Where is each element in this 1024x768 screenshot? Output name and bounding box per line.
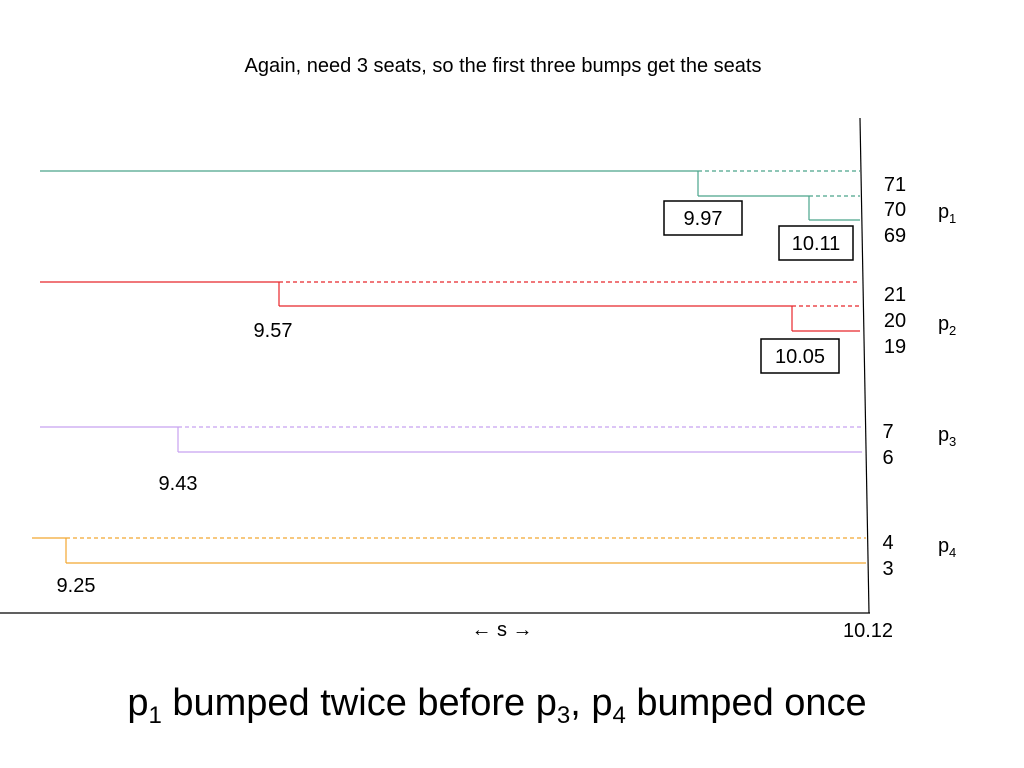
party-p2-bump-value-1: 9.57 [254, 320, 293, 342]
caption-party-p4: p [591, 682, 613, 724]
party-p1-bump-value-1: 9.97 [684, 208, 723, 230]
axis-end-label: 10.12 [843, 620, 893, 642]
caption-party-p1: p [127, 682, 149, 724]
caption-party-p3: p [535, 682, 557, 724]
party-p1-bump-value-2: 10.11 [792, 233, 841, 255]
party-p2-seat-count-2: 20 [884, 310, 906, 332]
vertical-axis [859, 117, 870, 614]
party-p3-name-subscript: 3 [949, 434, 956, 449]
party-p3-seat-count-1: 7 [882, 421, 893, 443]
party-p1-seat-count-2: 70 [884, 199, 906, 221]
party-p1-seat-count-3: 69 [884, 225, 906, 247]
caption-party-p4-subscript: 4 [612, 702, 626, 729]
caption-text-3: bumped once [625, 682, 867, 724]
party-p3-name: p [938, 424, 949, 446]
slide-caption: p1 bumped twice before p3, p4 bumped onc… [0, 682, 994, 730]
party-p1-bump-box-1 [663, 200, 743, 236]
party-p4-name: p [938, 535, 949, 557]
party-p1-seat-count-1: 71 [884, 174, 906, 196]
caption-party-p1-subscript: 1 [148, 702, 162, 729]
party-p2-name-subscript: 2 [949, 323, 956, 338]
party-p4-bump-value-1: 9.25 [57, 575, 96, 597]
party-p2-seat-count-3: 19 [884, 336, 906, 358]
party-p2-seat-count-1: 21 [884, 284, 906, 306]
slide-title: Again, need 3 seats, so the first three … [244, 55, 762, 77]
caption-text-1: bumped twice before [161, 682, 536, 724]
party-p1-bump-box-2 [778, 225, 854, 261]
party-p1-name: p [938, 201, 949, 223]
caption-text-2: , [570, 682, 592, 724]
caption-party-p3-subscript: 3 [556, 702, 571, 729]
party-p2-name: p [938, 313, 949, 335]
axis-arrow-label: ← s → [471, 619, 532, 641]
party-p4-name-subscript: 4 [949, 545, 956, 560]
party-p2-bump-box-2 [760, 338, 840, 374]
party-p4-seat-count-2: 3 [882, 558, 893, 580]
party-p3-bump-value-1: 9.43 [159, 473, 198, 495]
party-p1-name-subscript: 1 [949, 211, 956, 226]
party-p3-seat-count-2: 6 [882, 447, 893, 469]
party-p2-bump-value-2: 10.05 [775, 346, 825, 368]
party-p4-seat-count-1: 4 [882, 532, 893, 554]
